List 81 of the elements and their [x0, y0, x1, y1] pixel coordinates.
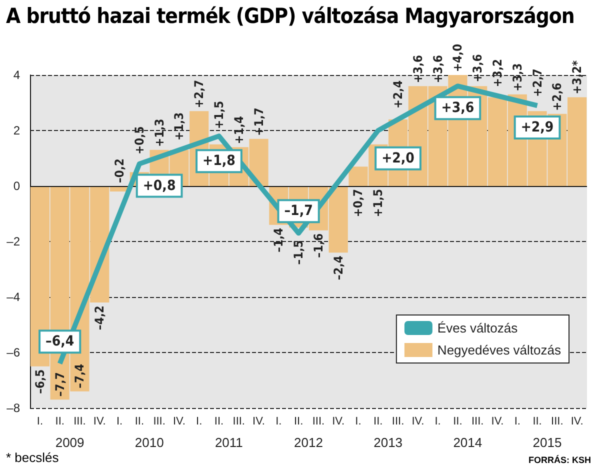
y-tick-label: –4 — [6, 290, 20, 304]
text: 2010 — [134, 435, 164, 450]
x-tick-label: IV. — [412, 416, 424, 428]
data-label: +3,2* — [570, 60, 584, 94]
x-tick-label: IV. — [570, 416, 584, 428]
data-label: +1,8 — [202, 153, 236, 170]
x-tick-label: I. — [196, 416, 202, 428]
text: 2009 — [55, 435, 84, 450]
x-tick-label: I. — [36, 416, 44, 428]
x-tick-label: I. — [514, 416, 520, 428]
y-tick-label: –8 — [6, 401, 20, 415]
data-label: –0,2 — [112, 158, 127, 183]
text: 2011 — [214, 435, 243, 450]
x-tick-label: II. — [374, 416, 383, 428]
data-label: +2,9 — [520, 120, 554, 136]
y-tick-label: 2 — [13, 124, 20, 138]
data-label: +1,3 — [172, 112, 186, 140]
data-label: +2,4 — [391, 80, 406, 109]
x-tick-label: III. — [471, 416, 484, 428]
x-tick-label: I. — [276, 416, 282, 428]
x-tick-label: II. — [294, 416, 304, 428]
data-label: +3,6 — [410, 54, 425, 84]
data-label: –7,7 — [52, 372, 67, 397]
text: * becslés — [6, 450, 59, 465]
data-label: +1,3 — [152, 118, 166, 147]
data-label: +3,2 — [490, 58, 504, 88]
x-tick-label: IV. — [332, 416, 345, 428]
data-label: +0,8 — [142, 178, 176, 194]
x-tick-label: II. — [214, 416, 224, 428]
x-tick-label: III. — [551, 416, 564, 428]
data-label: +4,0 — [450, 44, 465, 72]
x-tick-label: I. — [434, 416, 441, 428]
x-tick-label: II. — [453, 416, 462, 428]
x-tick-label: III. — [312, 416, 325, 428]
y-tick-label: –6 — [6, 346, 20, 360]
legend-label: Éves változás — [437, 320, 518, 336]
data-label: +2,7 — [192, 80, 206, 108]
data-label: –4,2 — [92, 306, 107, 330]
data-label: –1,7 — [284, 203, 313, 220]
data-label: +2,0 — [382, 150, 415, 166]
data-label: –1,5 — [292, 240, 306, 265]
data-label: –2,4 — [331, 255, 346, 280]
y-tick-label: 0 — [13, 179, 20, 193]
x-tick-label: III. — [232, 416, 245, 428]
x-tick-label: III. — [392, 416, 404, 428]
x-tick-label: III. — [153, 416, 166, 428]
x-tick-label: II. — [134, 416, 144, 428]
data-label: +2,6 — [550, 82, 564, 111]
legend-label: Negyedéves változás — [437, 342, 562, 358]
chart-title: A bruttó hazai termék (GDP) változása Magyarországon — [6, 4, 574, 28]
y-tick-label: 4 — [13, 68, 20, 82]
x-tick-label: II. — [532, 416, 542, 428]
data-label: –7,4 — [72, 363, 87, 388]
data-label: +2,7 — [530, 68, 544, 97]
data-label: –1,6 — [311, 233, 326, 258]
text: 2013 — [374, 435, 403, 450]
y-tick-label: –2 — [6, 234, 20, 248]
x-tick-label: IV. — [172, 416, 186, 428]
x-tick-label: IV. — [491, 416, 504, 428]
data-label: +1,7 — [252, 108, 266, 136]
x-tick-label: IV. — [252, 416, 265, 428]
x-tick-label: I. — [355, 416, 362, 428]
data-label: +3,6 — [441, 100, 474, 116]
data-label: +1,5 — [212, 100, 226, 130]
data-label: –1,4 — [272, 227, 286, 252]
x-tick-label: I. — [116, 416, 123, 428]
text: 2015 — [532, 435, 562, 450]
data-label: +1,5 — [371, 189, 386, 218]
data-label: –6,5 — [32, 369, 47, 394]
data-label: –6,4 — [46, 334, 74, 350]
data-label: +3,3 — [510, 63, 524, 92]
data-label: +0,5 — [132, 126, 146, 154]
x-tick-label: IV. — [93, 416, 106, 428]
x-tick-label: II. — [55, 416, 64, 428]
data-label: +3,6 — [470, 54, 485, 82]
data-label: +0,7 — [351, 189, 366, 218]
text: 2014 — [453, 435, 482, 450]
text: 2012 — [294, 435, 323, 450]
text: FORRÁS: KSH — [528, 455, 591, 465]
x-tick-label: III. — [74, 416, 86, 428]
data-label: +3,6 — [430, 54, 445, 84]
